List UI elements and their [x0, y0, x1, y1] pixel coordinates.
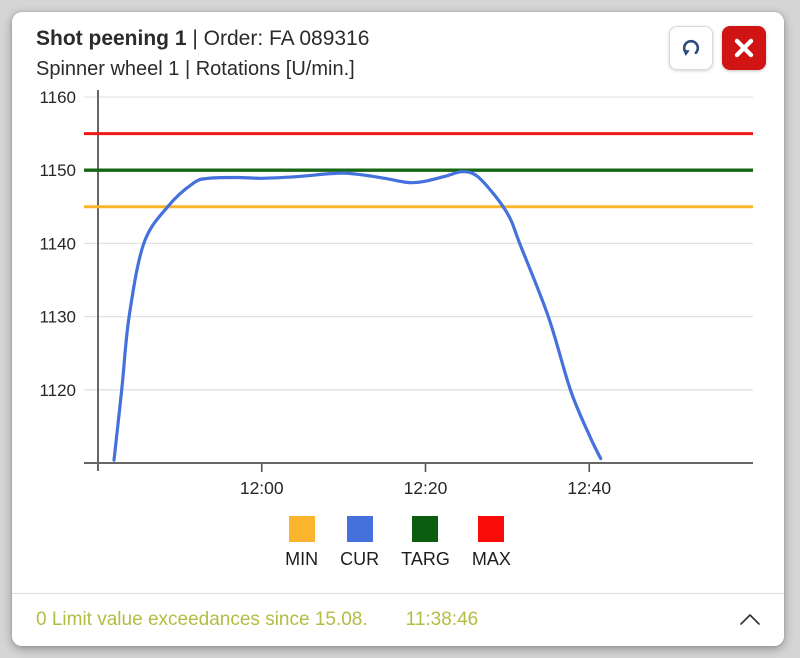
undo-button[interactable]: [669, 26, 713, 70]
close-x-icon: [734, 38, 754, 58]
card-header: Shot peening 1 | Order: FA 089316 Spinne…: [36, 24, 369, 84]
legend-swatch-cur: [346, 516, 373, 542]
rotation-chart: 1160 1150 1140 1130 1120 12:00 12:20 12:40: [39, 88, 753, 498]
x-axis-label: 12:20: [404, 478, 448, 498]
undo-arrow-icon: [682, 39, 700, 57]
legend-label: MAX: [471, 549, 511, 569]
legend-swatch-max: [478, 516, 505, 542]
y-axis-label: 1120: [39, 381, 76, 400]
status-message: 0 Limit value exceedances since 15.08.: [36, 609, 368, 630]
legend-item-min: MIN: [285, 516, 318, 570]
monitor-card: Shot peening 1 | Order: FA 089316 Spinne…: [12, 12, 784, 646]
y-axis-label: 1150: [39, 161, 76, 180]
legend-item-targ: TARG: [401, 516, 450, 570]
legend-label: MIN: [285, 549, 319, 569]
legend-swatch-targ: [412, 516, 439, 542]
legend-item-cur: CUR: [340, 516, 379, 570]
chart-subtitle: Spinner wheel 1 | Rotations [U/min.]: [36, 58, 355, 80]
x-axis-label: 12:40: [567, 478, 611, 498]
x-axis-label: 12:00: [240, 478, 284, 498]
legend-swatch-min: [288, 516, 315, 542]
toolbar: [669, 26, 766, 70]
status-time: 11:38:46: [405, 609, 479, 630]
legend-label: CUR: [340, 549, 380, 569]
y-axis-label: 1140: [39, 234, 76, 253]
legend-label: TARG: [401, 549, 450, 569]
chart-legend: MIN CUR TARG MAX: [12, 516, 784, 570]
chevron-up-icon: [740, 613, 760, 625]
legend-item-max: MAX: [472, 516, 511, 570]
y-axis-label: 1130: [39, 308, 76, 327]
collapse-button[interactable]: [732, 608, 768, 633]
machine-name: Shot peening 1: [36, 27, 187, 50]
order-info: | Order: FA 089316: [186, 27, 370, 50]
status-bar: 0 Limit value exceedances since 15.08. 1…: [12, 593, 784, 646]
y-axis-label: 1160: [39, 88, 76, 107]
cur-series-line: [112, 170, 603, 462]
page-title: Shot peening 1 | Order: FA 089316: [36, 24, 369, 54]
close-button[interactable]: [722, 26, 766, 70]
